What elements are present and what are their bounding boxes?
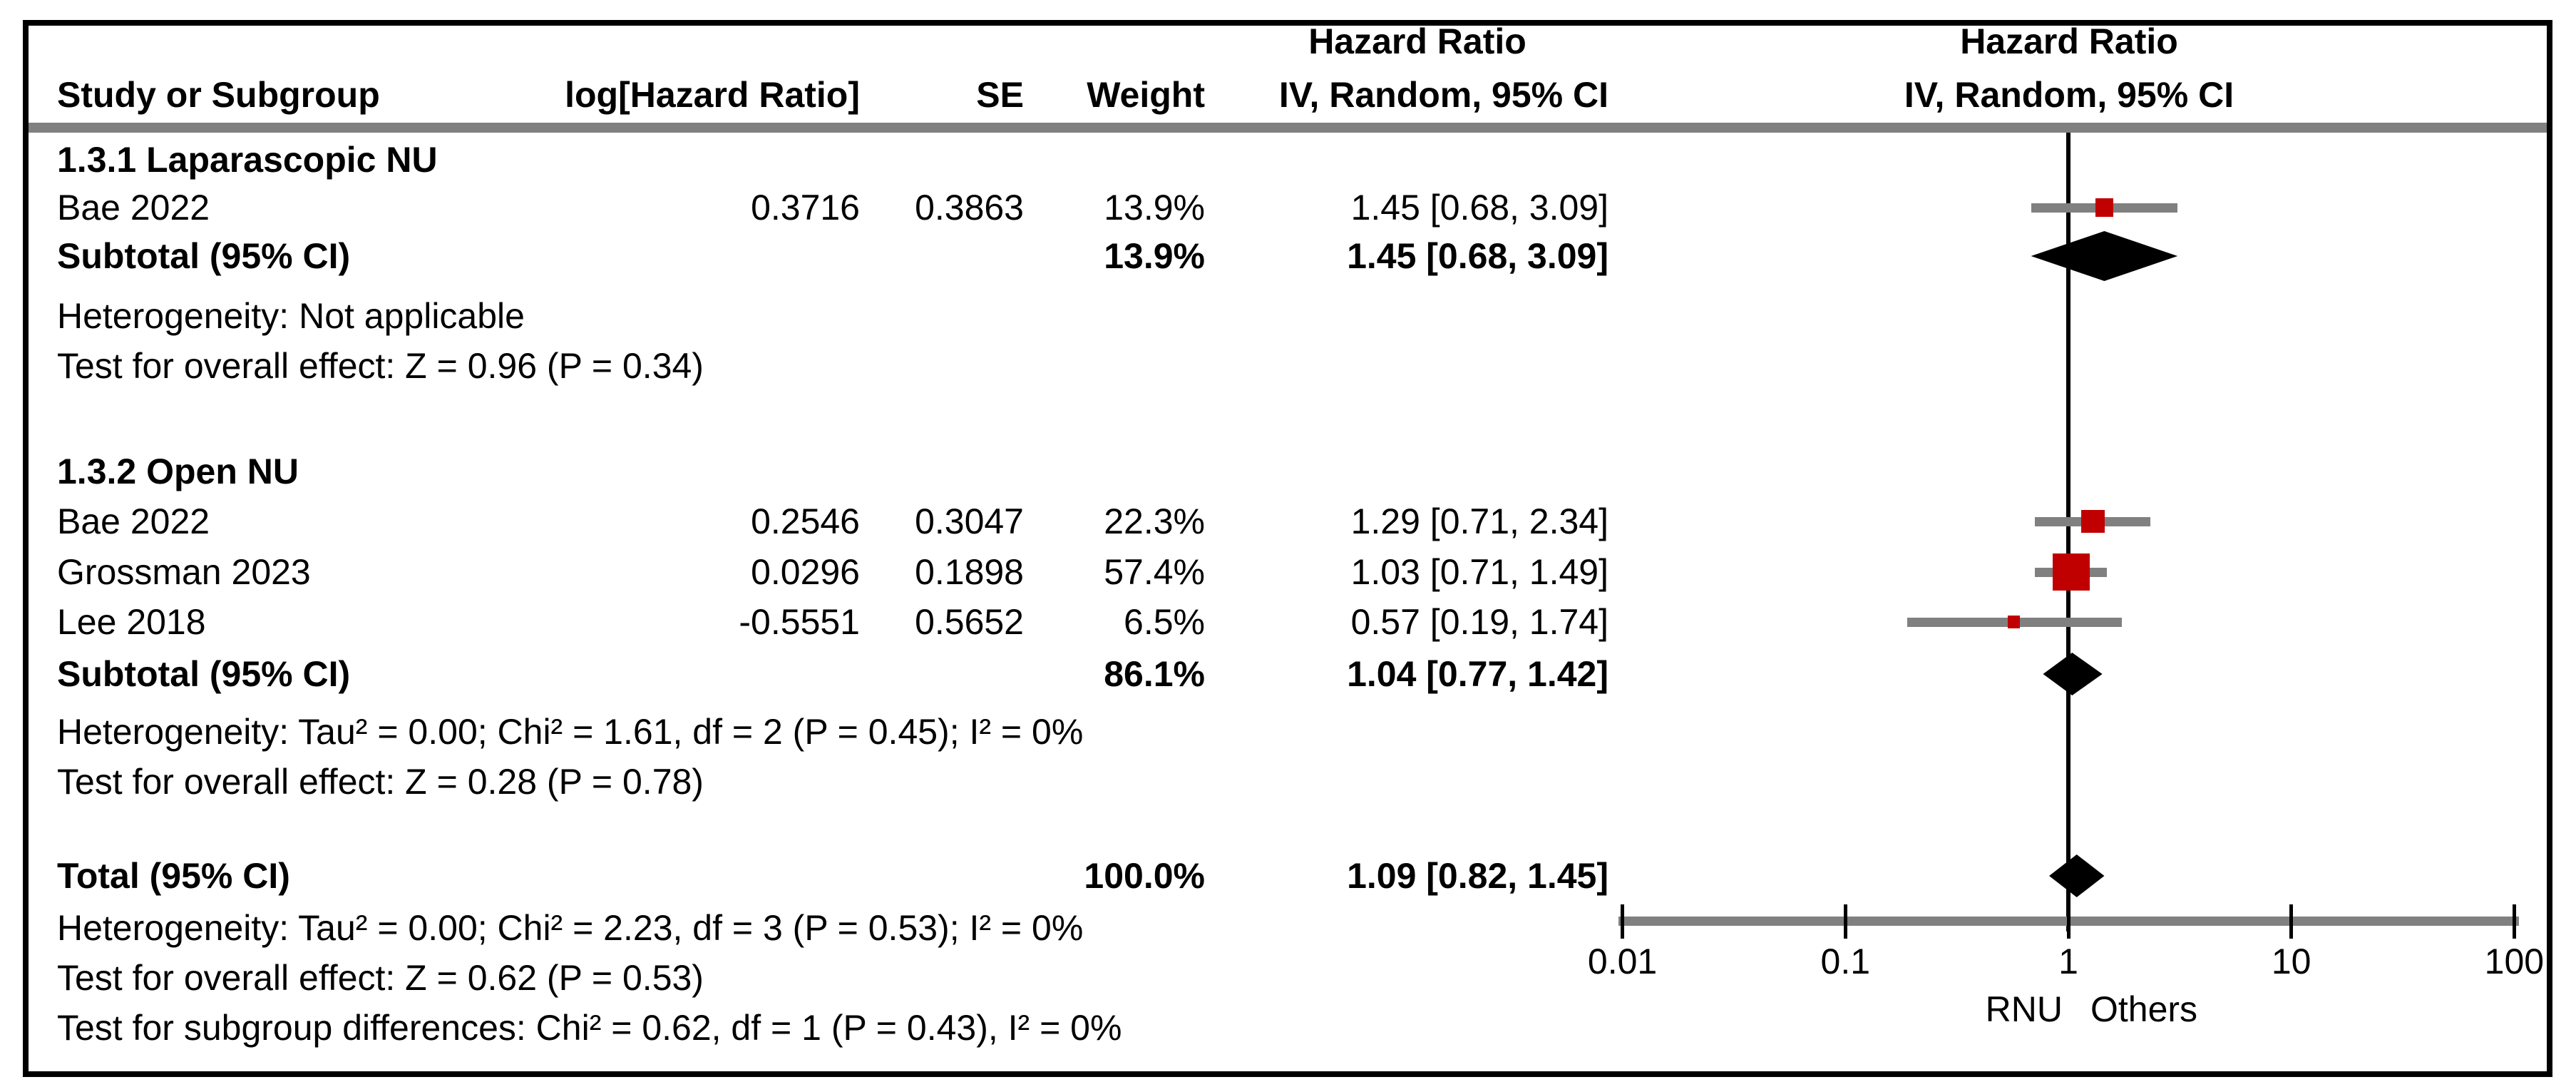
axis-label-left: RNU <box>1985 989 2063 1029</box>
subtotal-weight: 86.1% <box>1104 654 1205 694</box>
subgroup-title: 1.3.2 Open NU <box>57 451 299 491</box>
total-ci: 1.09 [0.82, 1.45] <box>1347 856 1608 896</box>
subtotal-label: Subtotal (95% CI) <box>57 654 351 694</box>
study-weight: 57.4% <box>1104 552 1205 592</box>
study-loghr: 0.2546 <box>751 501 860 541</box>
subtotal-label: Subtotal (95% CI) <box>57 236 351 276</box>
x-axis-tick <box>1621 904 1625 939</box>
x-axis-tick <box>2512 904 2516 939</box>
axis-tick-label: 0.1 <box>1820 941 1871 981</box>
axis-tick-label: 0.01 <box>1587 941 1658 981</box>
study-se: 0.5652 <box>915 602 1024 642</box>
heterogeneity-text: Heterogeneity: Tau² = 0.00; Chi² = 2.23,… <box>57 908 1084 948</box>
total-label: Total (95% CI) <box>57 856 290 896</box>
heterogeneity-text: Heterogeneity: Not applicable <box>57 296 525 336</box>
pooled-diamond <box>2043 653 2103 695</box>
study-se: 0.3863 <box>915 188 1024 228</box>
study-weight: 13.9% <box>1104 188 1205 228</box>
study-marker <box>2095 198 2114 217</box>
heterogeneity-text: Heterogeneity: Tau² = 0.00; Chi² = 1.61,… <box>57 712 1084 752</box>
x-axis-tick <box>1843 904 1847 939</box>
col-header-study: Study or Subgroup <box>57 75 380 115</box>
axis-label-right: Others <box>2090 989 2198 1029</box>
pooled-diamond <box>2049 854 2105 897</box>
subgroup-differences-text: Test for subgroup differences: Chi² = 0.… <box>57 1008 1122 1048</box>
study-loghr: -0.5551 <box>739 602 860 642</box>
plot-border <box>23 20 2552 1077</box>
col-header-ci-plot: IV, Random, 95% CI <box>1904 75 2234 115</box>
subgroup-title: 1.3.1 Laparascopic NU <box>57 140 438 180</box>
pooled-diamond <box>2031 231 2178 281</box>
axis-tick-label: 10 <box>2271 941 2311 981</box>
study-label: Grossman 2023 <box>57 552 311 592</box>
effect-title-plot: Hazard Ratio <box>1960 21 2178 61</box>
study-loghr: 0.3716 <box>751 188 860 228</box>
study-marker <box>2081 509 2105 534</box>
subtotal-weight: 13.9% <box>1104 236 1205 276</box>
study-se: 0.1898 <box>915 552 1024 592</box>
study-ci: 1.03 [0.71, 1.49] <box>1350 552 1608 592</box>
subtotal-ci: 1.04 [0.77, 1.42] <box>1347 654 1608 694</box>
col-header-ci: IV, Random, 95% CI <box>1278 75 1608 115</box>
study-label: Lee 2018 <box>57 602 206 642</box>
study-label: Bae 2022 <box>57 501 210 541</box>
axis-tick-label: 1 <box>2058 941 2078 981</box>
study-weight: 6.5% <box>1124 602 1205 642</box>
col-header-se: SE <box>976 75 1024 115</box>
study-weight: 22.3% <box>1104 501 1205 541</box>
study-ci: 1.45 [0.68, 3.09] <box>1350 188 1608 228</box>
col-header-weight: Weight <box>1087 75 1205 115</box>
subtotal-ci: 1.45 [0.68, 3.09] <box>1347 236 1608 276</box>
study-ci: 1.29 [0.71, 2.34] <box>1350 501 1608 541</box>
study-ci: 0.57 [0.19, 1.74] <box>1350 602 1608 642</box>
study-marker <box>2052 553 2090 591</box>
overall-effect-text: Test for overall effect: Z = 0.96 (P = 0… <box>57 346 704 386</box>
study-marker <box>2007 616 2021 628</box>
study-se: 0.3047 <box>915 501 1024 541</box>
null-effect-line <box>2066 133 2070 932</box>
overall-effect-text: Test for overall effect: Z = 0.62 (P = 0… <box>57 958 704 998</box>
total-weight: 100.0% <box>1084 856 1205 896</box>
effect-title-table: Hazard Ratio <box>1308 21 1526 61</box>
overall-effect-text: Test for overall effect: Z = 0.28 (P = 0… <box>57 762 704 802</box>
x-axis-tick <box>2289 904 2294 939</box>
study-label: Bae 2022 <box>57 188 210 228</box>
header-divider <box>29 123 2547 133</box>
x-axis-tick <box>2066 904 2070 939</box>
study-loghr: 0.0296 <box>751 552 860 592</box>
axis-tick-label: 100 <box>2484 941 2545 981</box>
col-header-loghr: log[Hazard Ratio] <box>565 75 860 115</box>
